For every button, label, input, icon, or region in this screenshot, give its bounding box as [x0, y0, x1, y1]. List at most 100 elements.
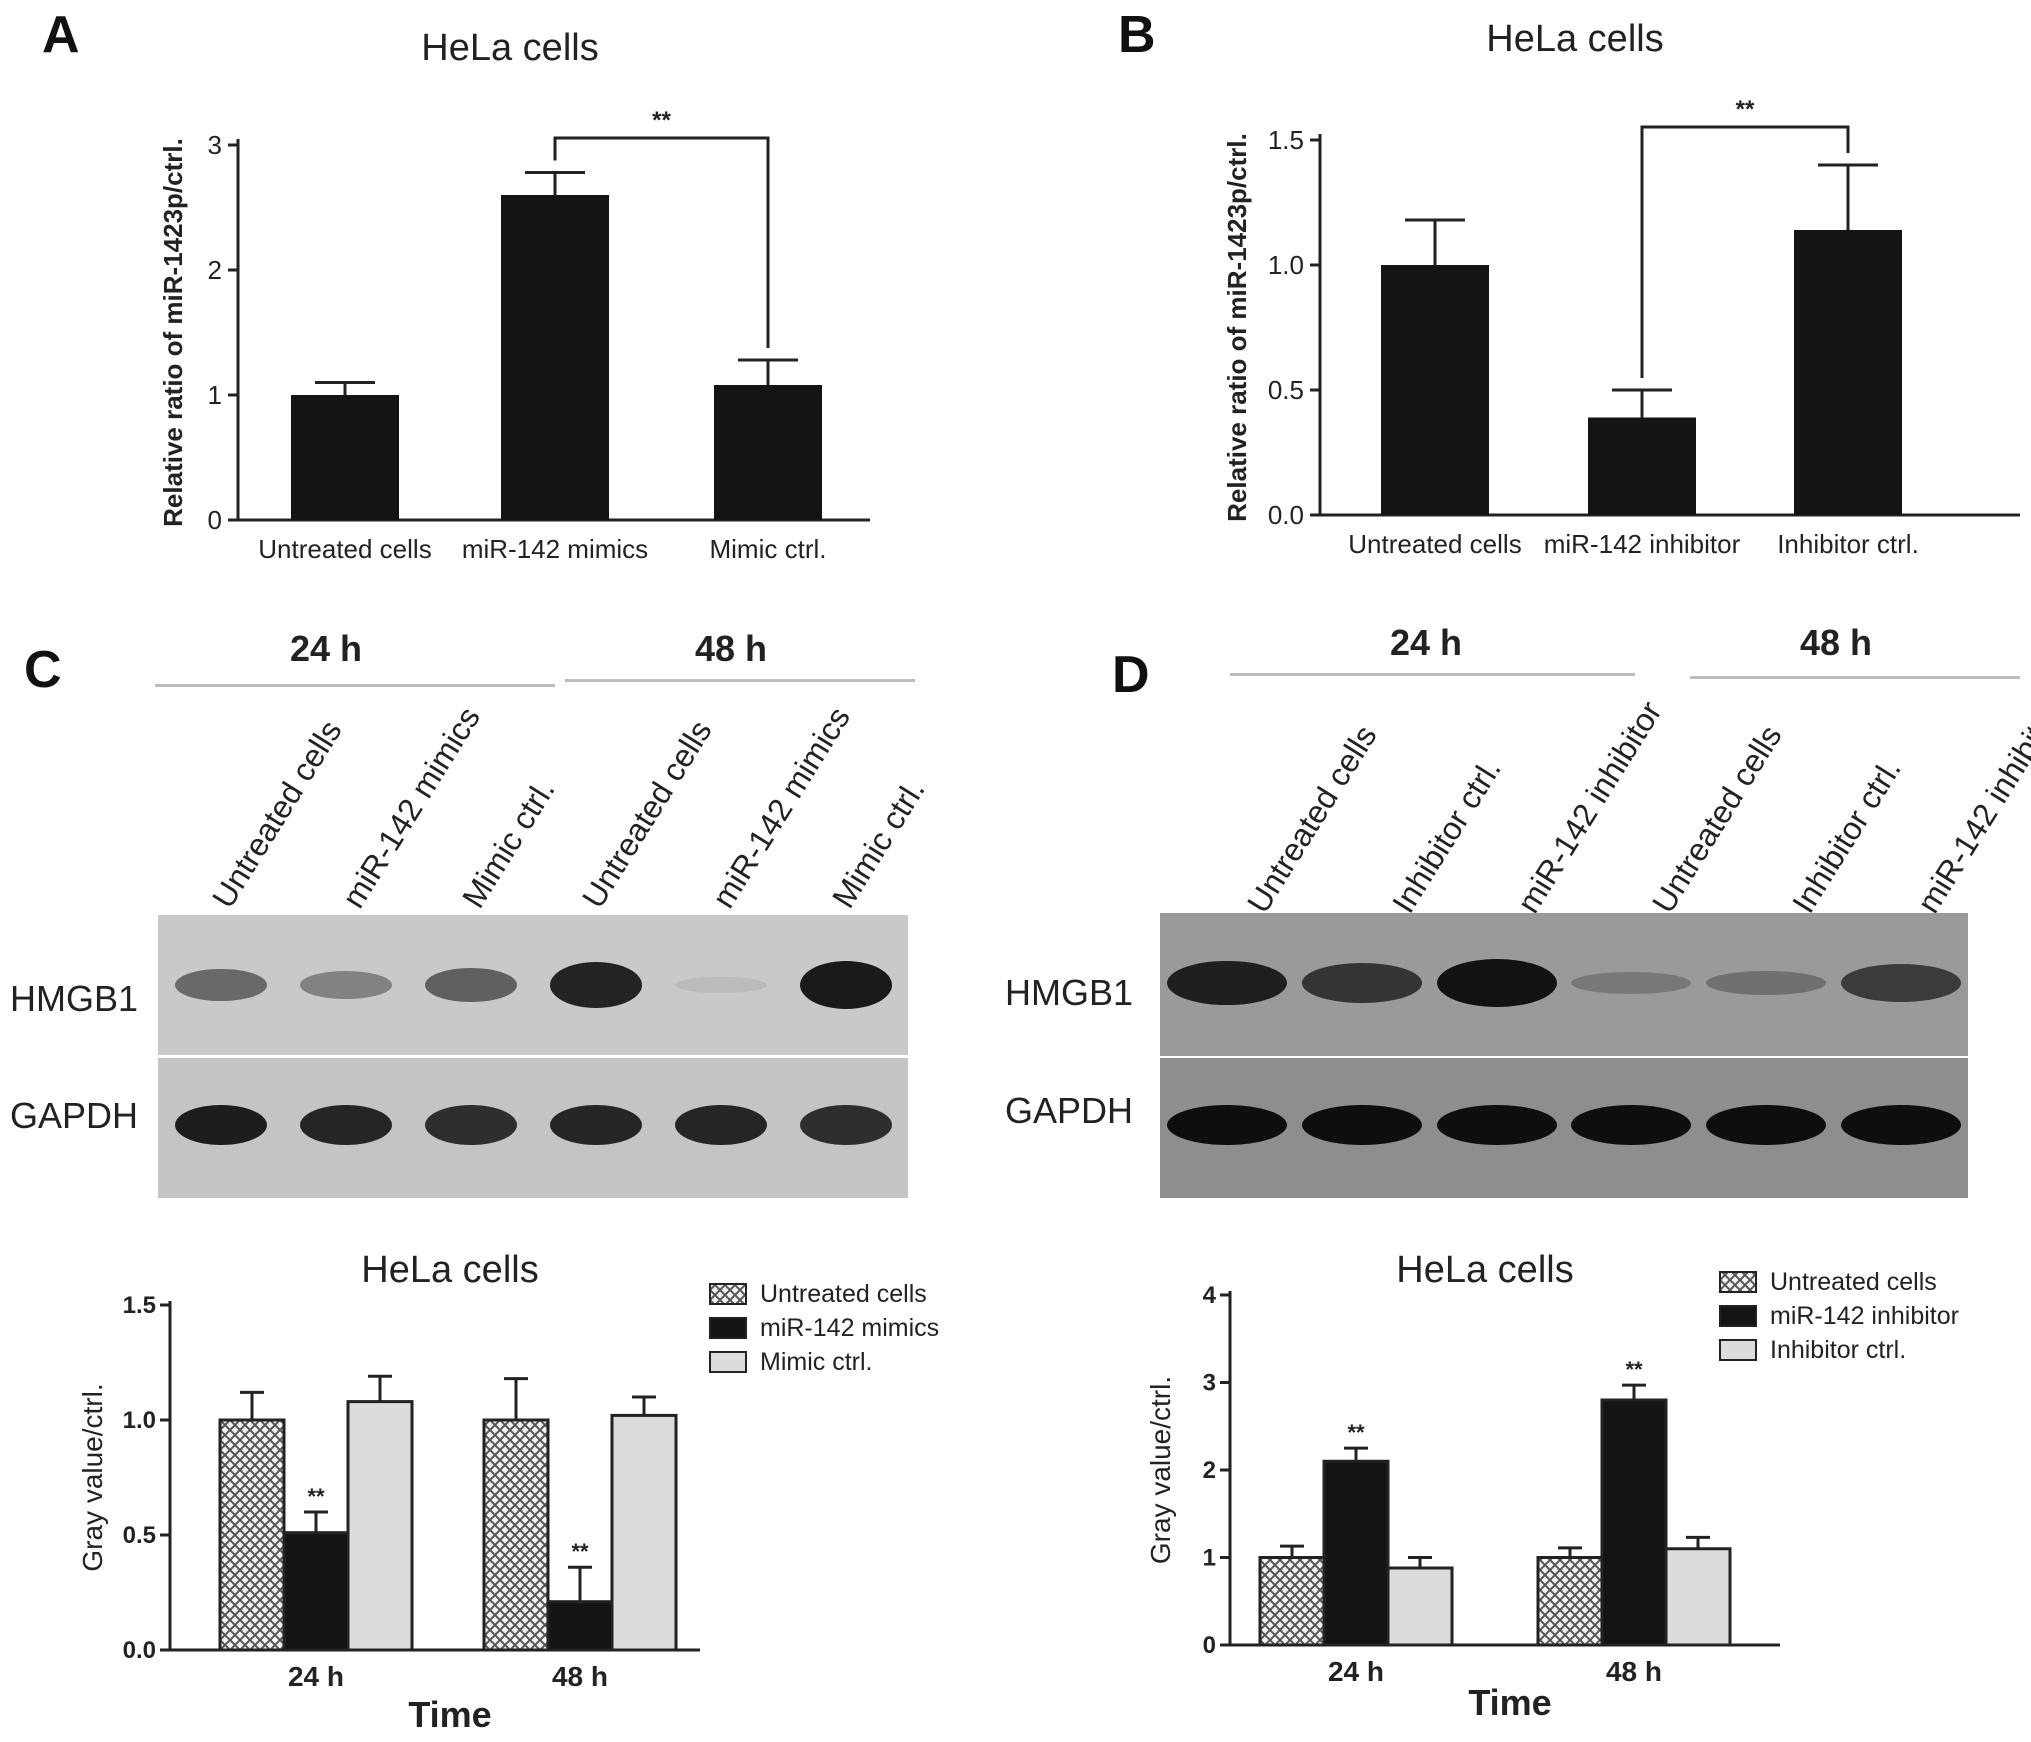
- blot-d-gapdh-band: [1302, 1105, 1422, 1145]
- chart-C-bar: [346, 1400, 414, 1652]
- chart-D-bar: [1600, 1398, 1668, 1647]
- blot-c-time-24h: 24 h: [290, 628, 363, 669]
- blot-d-row-gapdh: GAPDH: [1005, 1090, 1134, 1131]
- chart-C-significance-label: **: [307, 1484, 325, 1509]
- blot-d-rule-24h: [1230, 673, 1635, 676]
- blot-c-lane-label: Untreated cells: [575, 713, 719, 915]
- blot-d-hmgb1-band: [1167, 960, 1288, 1006]
- chart-D-legend-label: Untreated cells: [1770, 1268, 1937, 1296]
- blot-c-rule-24h: [155, 684, 555, 687]
- chart-B-ytick-label: 0.0: [1268, 500, 1304, 530]
- chart-d: HeLa cells Gray value/ctrl. Time 0 1 2 3 4 ** 24 …: [1145, 1249, 1959, 1723]
- chart-A-ytick-label: 3: [208, 130, 222, 160]
- blot-c-hmgb1-band: [424, 967, 517, 1003]
- blot-d-gapdh-strip: [1160, 1058, 1968, 1198]
- chart-C-legend-label: Mimic ctrl.: [760, 1348, 872, 1376]
- blot-d-hmgb1-band: [1302, 963, 1422, 1003]
- chart-D-legend-label: Inhibitor ctrl.: [1770, 1336, 1906, 1364]
- chart-B-ytick-label: 1.5: [1268, 125, 1304, 155]
- chart-C-legend-swatch: [709, 1351, 747, 1373]
- chart-A-category-label: miR-142 mimics: [462, 534, 648, 564]
- chart-B-significance-bracket: [1640, 125, 1850, 378]
- chart-C-legend-label: Untreated cells: [760, 1280, 927, 1308]
- chart-B-title: HeLa cells: [1486, 18, 1663, 60]
- blot-c-rule-48h: [565, 679, 915, 682]
- blot-d-gapdh-band: [1436, 1105, 1557, 1145]
- blot-d-lane-label: Untreated cells: [1240, 718, 1384, 920]
- chart-D-bar: [1258, 1556, 1326, 1647]
- chart-C-legend-label: miR-142 mimics: [760, 1314, 939, 1342]
- chart-B-ytick-label: 0.5: [1268, 375, 1304, 405]
- chart-D-legend-swatch: [1719, 1271, 1757, 1293]
- blot-d-hmgb1-band: [1840, 964, 1961, 1002]
- blot-d-hmgb1-strip: [1160, 913, 1968, 1056]
- chart-A-ylabel: Relative ratio of miR-1423p/ctrl.: [158, 138, 188, 527]
- chart-D-legend-label: miR-142 inhibitor: [1770, 1302, 1959, 1330]
- chart-D-bar: [1536, 1556, 1604, 1647]
- blot-c-hmgb1-band: [549, 961, 642, 1009]
- blot-d-gapdh-band: [1840, 1105, 1961, 1145]
- panel-letter-a: A: [42, 6, 80, 64]
- panel-letter-c: C: [24, 641, 62, 699]
- chart-C-ytick-label: 1.5: [123, 1292, 156, 1319]
- chart-C-title: HeLa cells: [361, 1249, 538, 1291]
- chart-C-bar: [482, 1418, 550, 1652]
- blot-c-time-48h: 48 h: [695, 628, 768, 669]
- chart-D-title: HeLa cells: [1396, 1249, 1573, 1291]
- chart-A-ytick-label: 1: [208, 380, 222, 410]
- chart-C-bar: [218, 1418, 286, 1652]
- chart-D-bar: [1664, 1547, 1732, 1647]
- chart-B-ylabel: Relative ratio of miR-1423p/ctrl.: [1222, 133, 1252, 522]
- chart-C-ytick-label: 0.0: [123, 1637, 156, 1664]
- chart-C-ylabel: Gray value/ctrl.: [77, 1383, 108, 1571]
- chart-A-significance-bracket: [553, 136, 770, 348]
- chart-A-ytick-label: 2: [208, 255, 222, 285]
- chart-B-significance-label: **: [1736, 96, 1755, 123]
- chart-D-bar: [1322, 1459, 1390, 1647]
- chart-A-category-label: Untreated cells: [258, 534, 431, 564]
- chart-B-category-label: Untreated cells: [1348, 529, 1521, 559]
- blot-c-hmgb1-strip: [158, 915, 908, 1055]
- chart-D-ytick-label: 1: [1203, 1545, 1216, 1572]
- chart-D-xlabel: Time: [1468, 1682, 1551, 1723]
- panel-letter-d: D: [1112, 646, 1150, 704]
- blot-c-gapdh-band: [799, 1105, 892, 1145]
- chart-C-category-label: 24 h: [288, 1661, 344, 1692]
- blot-c-lane-label: Mimic ctrl.: [825, 772, 932, 915]
- chart-A-ytick-label: 0: [208, 505, 222, 535]
- blot-c-lane-label: Untreated cells: [205, 713, 349, 915]
- chart-C-bar: [282, 1531, 350, 1652]
- blot-c-gapdh-band: [674, 1105, 767, 1145]
- blot-d-row-hmgb1: HMGB1: [1005, 972, 1134, 1013]
- blot-d-time-24h: 24 h: [1390, 622, 1463, 663]
- blot-d-gapdh-band: [1167, 1105, 1288, 1145]
- chart-B-bar: [1588, 417, 1696, 515]
- blot-d-gapdh-band: [1706, 1105, 1826, 1145]
- blot-d-time-48h: 48 h: [1800, 622, 1873, 663]
- chart-B-category-label: Inhibitor ctrl.: [1777, 529, 1919, 559]
- blot-c-row-gapdh: GAPDH: [10, 1095, 139, 1136]
- blot-c-gapdh-band: [174, 1105, 267, 1145]
- blot-c-hmgb1-band: [299, 971, 392, 999]
- panel-letter-b: B: [1118, 6, 1156, 64]
- chart-C-ytick-label: 1.0: [123, 1407, 156, 1434]
- blot-c-gapdh-band: [549, 1105, 642, 1145]
- chart-D-bar: [1386, 1566, 1454, 1647]
- blot-c-lane-label: Mimic ctrl.: [455, 772, 562, 915]
- chart-A-title: HeLa cells: [421, 27, 598, 69]
- chart-D-category-label: 48 h: [1606, 1656, 1662, 1687]
- chart-A-significance-label: **: [652, 107, 671, 134]
- blot-d-rule-48h: [1690, 676, 2020, 679]
- blot-c-gapdh-band: [424, 1105, 517, 1145]
- chart-D-ytick-label: 2: [1203, 1457, 1216, 1484]
- chart-D-ytick-label: 3: [1203, 1370, 1216, 1397]
- blot-d-lane-label: miR-142 inhibitor: [1510, 694, 1669, 920]
- chart-B-bar: [1794, 230, 1902, 515]
- chart-A-bar: [501, 195, 609, 520]
- chart-C-bar: [610, 1413, 678, 1652]
- blot-d-hmgb1-band: [1571, 971, 1692, 995]
- blot-d-gapdh-band: [1571, 1105, 1692, 1145]
- chart-D-significance-label: **: [1347, 1420, 1365, 1445]
- blot-c-row-hmgb1: HMGB1: [10, 978, 139, 1019]
- chart-A-bar: [714, 385, 822, 520]
